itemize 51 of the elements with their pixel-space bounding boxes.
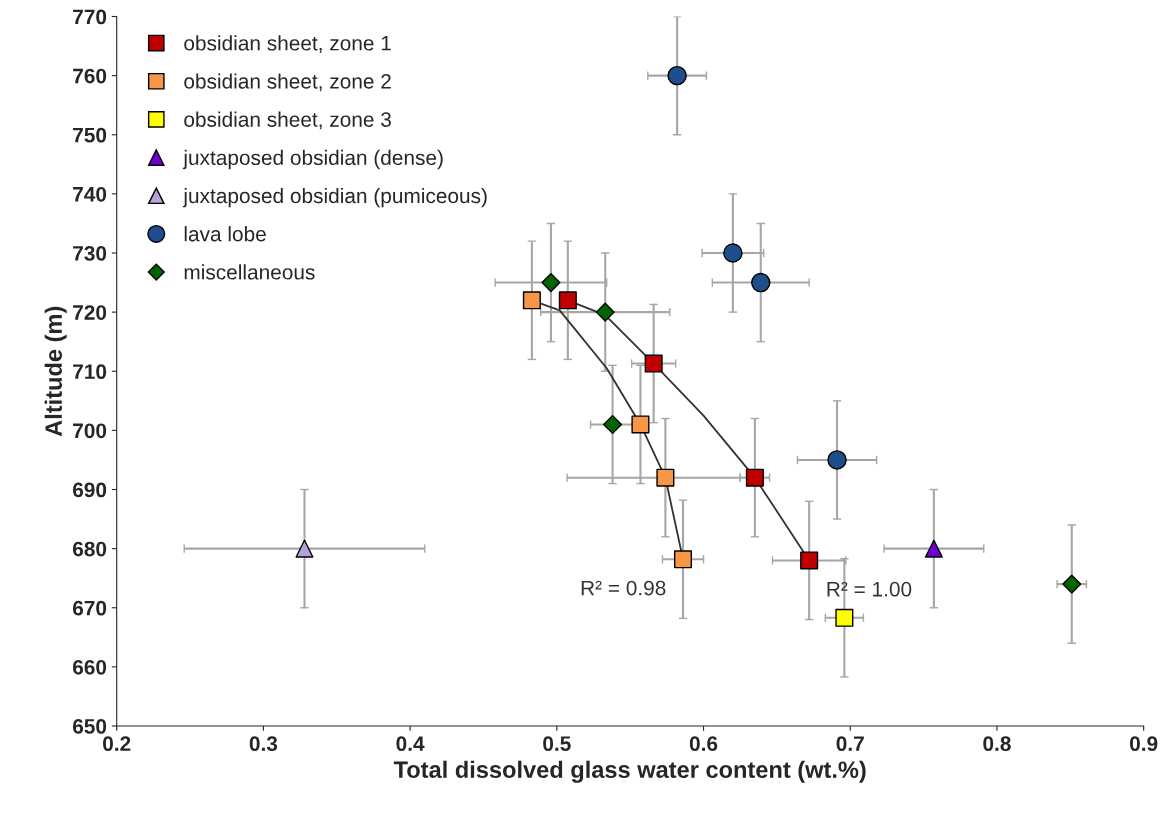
point xyxy=(723,243,743,263)
x-axis-title: Total dissolved glass water content (wt.%) xyxy=(393,760,866,783)
x-tick-label: 0.7 xyxy=(836,736,864,752)
legend-label: lava lobe xyxy=(184,226,266,242)
x-tick-label: 0.4 xyxy=(396,736,425,752)
legend-label: juxtaposed obsidian (dense) xyxy=(182,149,443,170)
point xyxy=(835,608,854,627)
point xyxy=(656,468,675,487)
y-tick-label: 660 xyxy=(72,659,107,675)
legend-label: juxtaposed obsidian (pumiceous) xyxy=(182,187,487,208)
y-axis-title: Altitude (m) xyxy=(44,306,67,437)
y-tick-label: 750 xyxy=(73,127,107,143)
y-tick-label: 680 xyxy=(72,541,107,557)
x-tick-label: 0.8 xyxy=(983,736,1011,752)
legend-label: miscellaneous xyxy=(184,264,315,280)
y-tick-label: 760 xyxy=(73,68,107,84)
y-tick-label: 740 xyxy=(73,186,107,202)
point xyxy=(667,65,687,86)
point xyxy=(295,539,314,558)
point xyxy=(558,291,577,310)
legend-label: obsidian sheet, zone 1 xyxy=(184,35,391,54)
point xyxy=(631,415,650,434)
legend-label: obsidian sheet, zone 3 xyxy=(184,111,391,130)
x-tick-label: 0.5 xyxy=(543,736,571,752)
y-tick-label: 670 xyxy=(72,600,107,616)
point xyxy=(800,551,819,570)
point xyxy=(1062,574,1082,594)
point xyxy=(522,291,541,310)
x-tick-label: 0.3 xyxy=(249,736,278,752)
legend-label: obsidian sheet, zone 2 xyxy=(184,73,391,92)
annotation: R² = 0.98 xyxy=(581,580,666,596)
y-tick-label: 700 xyxy=(73,423,107,439)
point xyxy=(924,539,943,558)
point xyxy=(673,550,693,569)
y-tick-label: 720 xyxy=(73,305,107,320)
y-tick-label: 650 xyxy=(72,719,107,734)
x-tick-label: 0.9 xyxy=(1130,736,1158,752)
y-tick-label: 710 xyxy=(73,364,107,379)
point xyxy=(751,272,771,293)
point xyxy=(745,468,764,487)
point xyxy=(603,414,623,434)
x-tick-label: 0.6 xyxy=(689,736,718,752)
y-tick-label: 770 xyxy=(73,9,107,25)
point xyxy=(595,302,615,322)
x-tick-label: 0.2 xyxy=(103,736,131,752)
point xyxy=(541,273,561,293)
y-tick-label: 730 xyxy=(73,246,107,261)
point xyxy=(644,354,663,373)
y-tick-label: 690 xyxy=(72,482,107,498)
point xyxy=(827,450,847,470)
annotation: R² = 1.00 xyxy=(827,581,912,597)
